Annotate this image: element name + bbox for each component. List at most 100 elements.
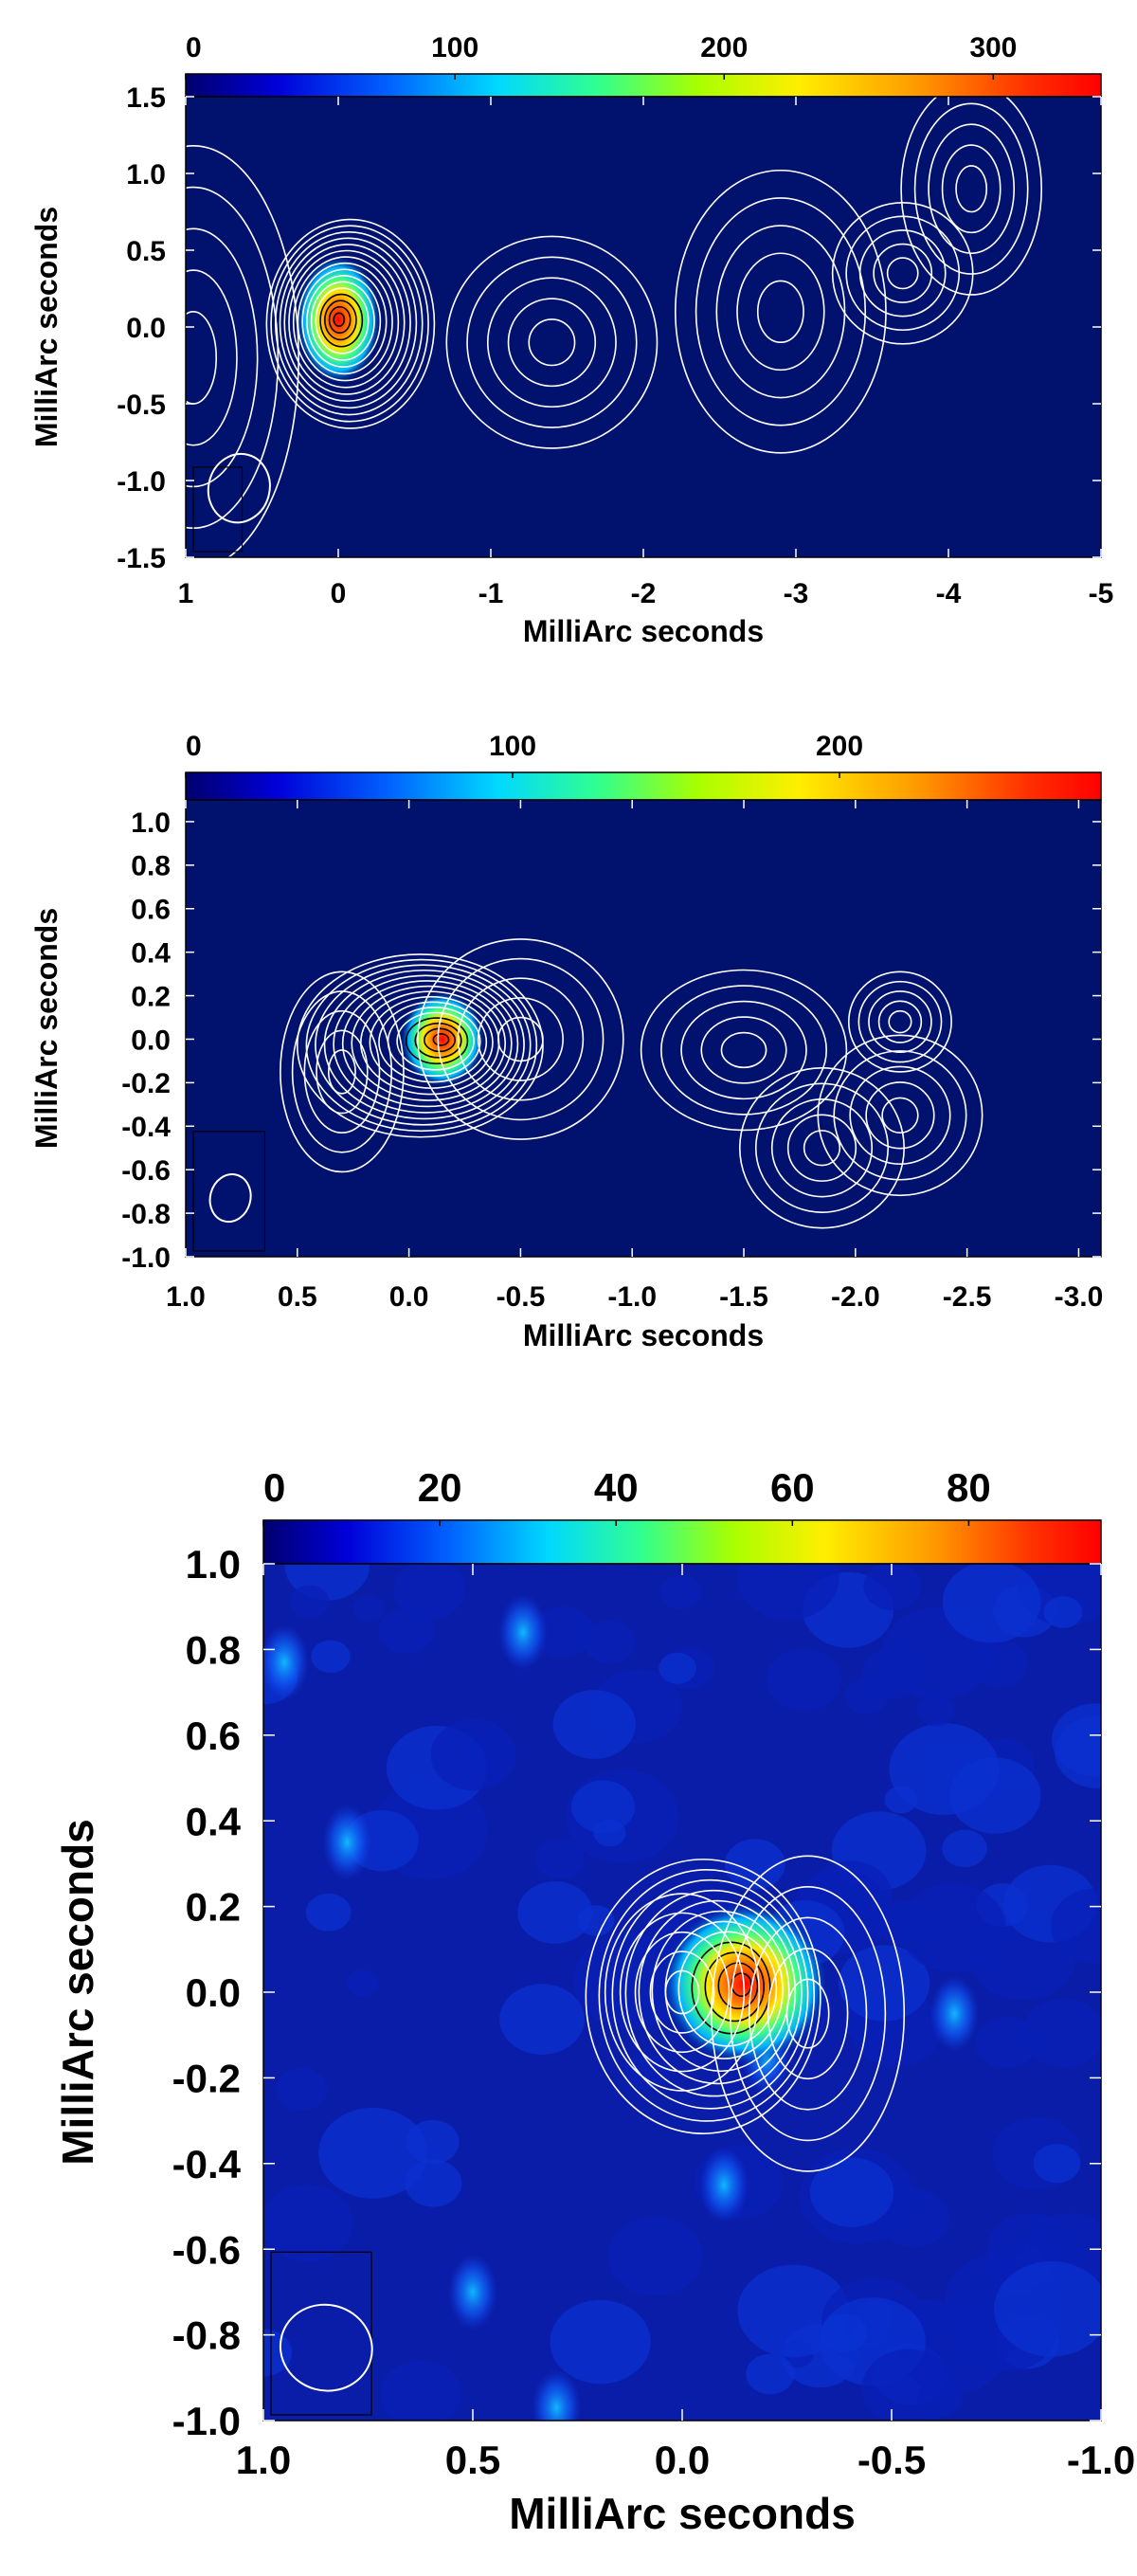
x-tick-label: -1.5 (719, 1281, 768, 1313)
noise-patch (593, 1820, 626, 1847)
core-contour (310, 281, 375, 361)
jet-component-contour (845, 215, 961, 332)
beam-ellipse (208, 1173, 252, 1224)
x-tick-label: -1.0 (607, 1281, 657, 1313)
jet-component-contour (736, 252, 825, 372)
noise-patch (305, 1893, 352, 1932)
noise-patch (405, 2159, 462, 2207)
jet-component-contour (900, 97, 1042, 296)
noise-patch (659, 1652, 696, 1684)
colorbar-tick-label: 60 (770, 1465, 815, 1510)
y-tick-label: 0.8 (131, 851, 171, 882)
jet-component-contour (715, 225, 846, 399)
core-contour (323, 969, 525, 1120)
jet-component-contour (720, 1031, 767, 1069)
noise-patch (406, 2119, 460, 2165)
noise-patch (659, 1574, 702, 1609)
noise-patch (623, 2053, 669, 2091)
y-tick-label: 0.0 (186, 1970, 241, 2015)
plot-background (186, 800, 1101, 1257)
core-contour (341, 980, 513, 1108)
jet-component-contour (858, 229, 947, 317)
jet-component-contour (664, 1969, 700, 2015)
jet-component-contour (857, 980, 943, 1063)
jet-component-contour (770, 1098, 874, 1198)
y-tick-label: 0.0 (126, 313, 166, 344)
colorbar (185, 771, 1102, 801)
core-contour (297, 953, 544, 1138)
noise-patch (746, 2353, 795, 2395)
y-tick-label: -0.8 (121, 1199, 171, 1230)
y-tick-label: -0.2 (172, 2057, 241, 2101)
noise-bright-spot (929, 1975, 980, 2052)
jet-component-contour (660, 985, 828, 1116)
jet-component-contour (881, 1097, 919, 1134)
jet-component-contour (640, 969, 848, 1132)
noise-patch (346, 1969, 379, 1997)
noise-patch (1043, 1596, 1083, 1628)
colorbar-tick-label: 0 (263, 1465, 285, 1510)
y-tick-label: -1.0 (172, 2399, 241, 2443)
noise-patch (724, 1839, 785, 1890)
y-tick-label: 1.0 (126, 159, 166, 190)
jet-component-contour (711, 1855, 906, 2172)
x-tick-label: 0.0 (389, 1281, 429, 1313)
core-contour (265, 218, 436, 429)
colorbar (185, 73, 1102, 98)
jet-component-contour (756, 280, 804, 343)
y-tick-label: 0.2 (186, 1885, 241, 1930)
beam-box (192, 466, 244, 553)
jet-component-contour (649, 1950, 715, 2034)
y-axis-label: MilliArc seconds (53, 1819, 102, 2166)
noise-bright-spot (263, 1624, 310, 1700)
y-tick-label: 1.0 (131, 807, 171, 839)
noise-patch (552, 1690, 636, 1759)
x-tick-label: -1.0 (1067, 2438, 1135, 2482)
jet-component-contour (186, 145, 299, 557)
y-axis-label: MilliArc seconds (29, 908, 63, 1149)
colorbar (262, 1519, 1102, 1565)
y-tick-label: -0.6 (172, 2227, 241, 2272)
jet-component-contour (833, 1050, 967, 1181)
x-axis-label: MilliArc seconds (509, 2489, 856, 2538)
jet-component-contour (913, 102, 1029, 275)
beam-ellipse (279, 2303, 373, 2392)
jet-component-contour (528, 318, 576, 367)
core-contour (305, 958, 538, 1133)
noise-patch (393, 1564, 466, 1620)
noise-patch (276, 2067, 328, 2111)
jet-component-contour (786, 1114, 857, 1182)
jet-component-contour (928, 123, 1016, 255)
core-contour (378, 1001, 488, 1083)
core-contour (432, 1033, 450, 1046)
core-contour (396, 1011, 475, 1071)
noise-patch (311, 1640, 351, 1674)
jet-component-contour (680, 1000, 807, 1100)
noise-patch (517, 1881, 593, 1944)
jet-component-contour (417, 938, 624, 1140)
jet-component-contour (457, 977, 585, 1101)
panel-3: 0 20 40 60 80 1.0 0.5 0.0 -0.5 -1.0 -1.0 -0.8 -0.6 -0… (53, 1465, 1135, 2538)
noise-patch (380, 2360, 461, 2421)
jet-component-contour (291, 990, 393, 1153)
core-contour (333, 974, 519, 1114)
panel-1: 0 100 200 300 1 0 -1 -2 -3 -4 -5 -1.5 -1.0 -0.5 0.0 0.5… (29, 32, 1113, 648)
noise-patch (899, 1883, 1006, 1973)
noise-patch (550, 2299, 651, 2385)
x-tick-label: -2.0 (831, 1281, 880, 1313)
noise-patch (378, 1607, 434, 1654)
plot-area (186, 97, 1101, 557)
core-contour (638, 1899, 797, 2085)
y-tick-label: 0.6 (131, 895, 171, 926)
noise-patch (1021, 1998, 1101, 2068)
core-contour (288, 249, 406, 395)
jet-component-contour (675, 169, 887, 454)
plot-area (263, 1564, 1101, 2421)
core-contour (598, 1869, 816, 2122)
core-contour (333, 312, 346, 327)
jet-component-contour (847, 971, 952, 1073)
core-contour (704, 1951, 765, 2023)
jet-component-contour (486, 277, 617, 408)
jet-component-contour (888, 1009, 912, 1034)
noise-patch (942, 1564, 1041, 1643)
